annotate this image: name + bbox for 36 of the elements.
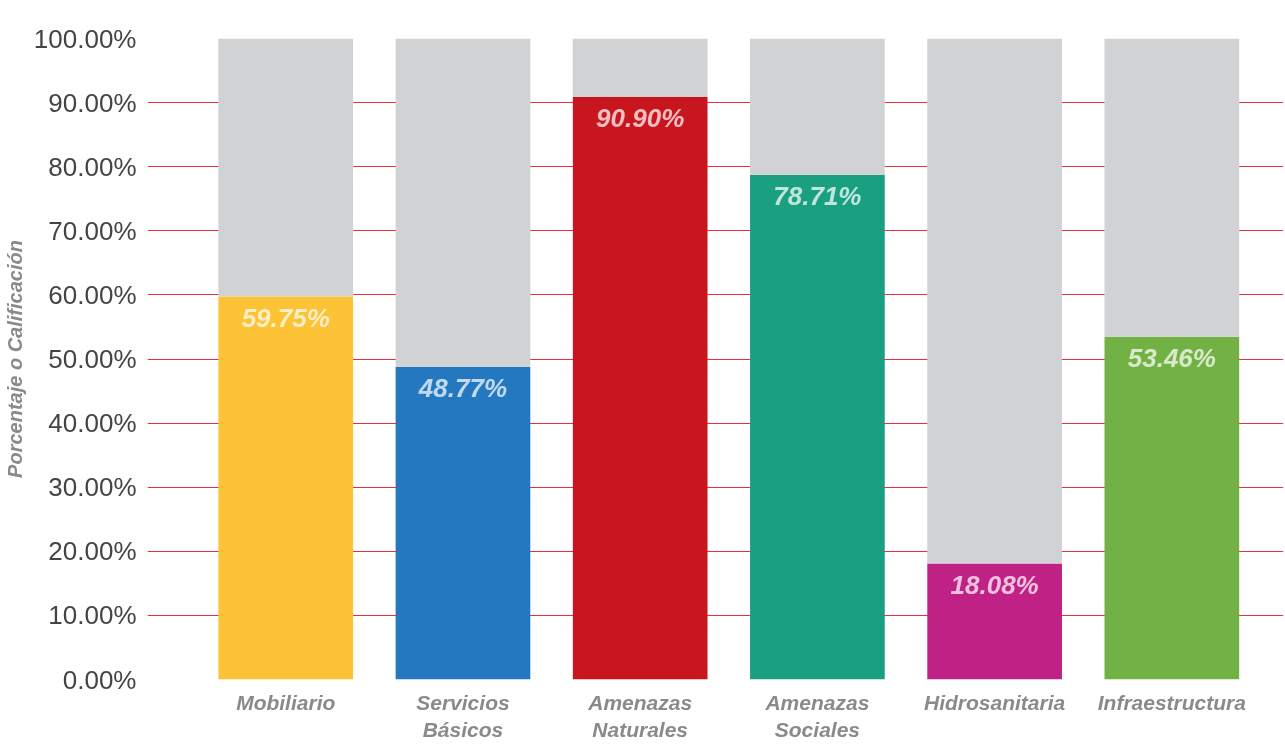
data-label: 78.71%: [773, 180, 862, 211]
data-label: 59.75%: [241, 302, 330, 333]
y-axis-title: Porcentaje o Calificación: [3, 240, 26, 478]
y-tick-label: 100.00%: [33, 23, 137, 54]
x-tick-label: Infraestructura: [1097, 690, 1247, 714]
data-label: 18.08%: [950, 569, 1039, 600]
data-label: 90.90%: [596, 102, 685, 133]
bar: [750, 38, 885, 175]
bar: [218, 296, 354, 680]
bar: [218, 38, 354, 297]
y-tick-label: 50.00%: [48, 344, 137, 374]
x-tick-label: Amenazas Sociales: [764, 690, 870, 742]
x-tick-label: Hidrosanitaria: [924, 690, 1066, 714]
y-tick-label: 80.00%: [48, 151, 137, 182]
data-label: 53.46%: [1127, 342, 1216, 373]
bar: [572, 96, 708, 680]
data-label: 48.77%: [417, 372, 508, 403]
x-tick-label: Servicios Básicos: [416, 690, 510, 742]
bar: [1104, 38, 1240, 337]
bar: [395, 38, 531, 367]
y-tick-label: 30.00%: [48, 472, 137, 503]
y-tick-label: 90.00%: [48, 87, 137, 118]
bar: [750, 174, 885, 680]
x-tick-label: Amenazas Naturales: [587, 690, 693, 742]
bar: [927, 563, 1062, 680]
y-tick-label: 60.00%: [48, 279, 137, 310]
bar: [572, 38, 708, 97]
bar: [395, 366, 531, 680]
x-tick-label: Mobiliario: [236, 690, 336, 714]
y-tick-label: 70.00%: [48, 215, 137, 246]
y-tick-label: 10.00%: [48, 600, 137, 631]
bar: [927, 38, 1062, 564]
bar: [1104, 336, 1240, 680]
y-tick-label: 0.00%: [62, 664, 137, 695]
y-tick-label: 20.00%: [48, 536, 137, 567]
y-tick-label: 40.00%: [48, 408, 137, 439]
